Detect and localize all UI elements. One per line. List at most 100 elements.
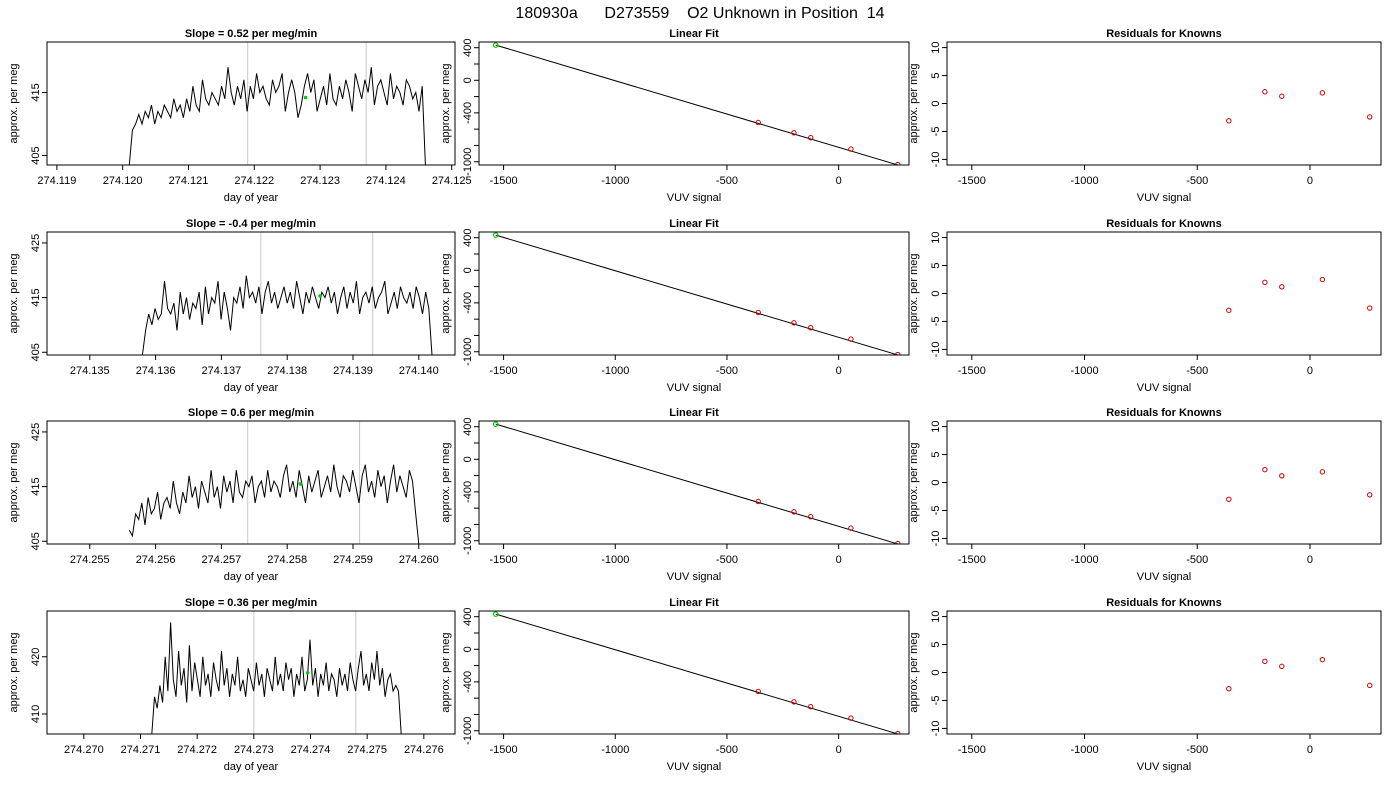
plot-area	[492, 421, 901, 544]
y-tick-label: -400	[462, 671, 474, 693]
panel-title: Slope = -0.4 per meg/min	[186, 218, 316, 230]
y-tick-label: 0	[930, 100, 942, 106]
data-series-line	[151, 622, 402, 734]
y-tick-label: 0	[462, 267, 474, 273]
y-tick-label: 405	[30, 532, 42, 550]
plot-frame	[46, 231, 456, 356]
x-tick-label: 274.276	[404, 744, 444, 756]
panel-r3-c3: Residuals for Knowns -1500 -1000 -500 0 10 5 0 -…	[908, 407, 1382, 583]
panel-title: Residuals for Knowns	[1106, 597, 1222, 609]
y-axis-label: approx. per meg	[908, 253, 920, 333]
y-tick-label: -400	[462, 481, 474, 503]
x-tick-label: -1500	[490, 365, 518, 377]
y-axis-label: approx. per meg	[8, 63, 20, 143]
known-point	[755, 498, 761, 505]
y-tick-label: 5	[930, 72, 942, 78]
x-axis-label: day of year	[224, 382, 279, 394]
x-tick-label: 274.275	[347, 744, 387, 756]
fit-line	[495, 613, 898, 734]
panel-r1-c3: Residuals for Knowns -1500 -1000 -500 0 10 5 0 -…	[908, 28, 1382, 204]
x-axis-label: VUV signal	[1137, 192, 1191, 204]
y-tick-label: 415	[30, 288, 42, 306]
y-tick-label: 420	[30, 648, 42, 666]
x-tick-label: -1500	[490, 554, 518, 566]
x-tick-label: -1000	[601, 554, 629, 566]
x-tick-label: -500	[716, 175, 738, 187]
plot-area	[151, 611, 402, 734]
x-tick-label: 0	[1307, 175, 1313, 187]
plot-frame	[478, 231, 910, 356]
x-tick-label: 274.270	[64, 744, 104, 756]
known-point	[791, 130, 797, 136]
y-tick-label: -5	[930, 127, 942, 137]
fit-line	[495, 44, 898, 165]
known-point	[1279, 473, 1285, 479]
known-point	[1279, 284, 1285, 290]
y-axis-label: approx. per meg	[908, 632, 920, 712]
x-axis-label: day of year	[224, 192, 279, 204]
x-tick-label: 274.135	[70, 365, 110, 377]
y-axis-label: approx. per meg	[440, 442, 452, 522]
y-tick-label: -10	[930, 341, 942, 357]
y-tick-label: 5	[930, 451, 942, 457]
x-tick-label: 274.255	[70, 554, 110, 566]
y-tick-label: 405	[30, 343, 42, 361]
y-tick-label: -1000	[462, 527, 474, 555]
y-tick-label: -1000	[462, 717, 474, 745]
known-point	[1262, 279, 1268, 286]
y-axis-label: approx. per meg	[8, 253, 20, 333]
x-tick-label: 274.122	[234, 175, 274, 187]
known-point	[1319, 469, 1326, 475]
panel-title: Slope = 0.52 per meg/min	[185, 28, 318, 40]
x-tick-label: 274.136	[136, 365, 176, 377]
data-series-line	[128, 464, 420, 544]
known-point	[1279, 93, 1285, 99]
figure-title: 180930a D273559 O2 Unknown in Position 1…	[515, 5, 884, 22]
x-tick-label: 274.272	[177, 744, 217, 756]
x-axis-label: VUV signal	[667, 761, 721, 773]
x-tick-label: 274.256	[136, 554, 176, 566]
x-tick-label: 274.124	[366, 175, 406, 187]
x-tick-label: 0	[836, 175, 842, 187]
fit-line	[495, 423, 898, 544]
plot-frame	[946, 610, 1382, 735]
x-tick-label: 274.138	[267, 365, 307, 377]
known-point	[1262, 658, 1268, 665]
y-tick-label: 415	[30, 477, 42, 495]
y-tick-label: 0	[930, 290, 942, 296]
x-axis-label: day of year	[224, 571, 279, 583]
y-tick-label: -10	[930, 151, 942, 167]
known-point	[848, 525, 854, 531]
x-tick-label: 274.137	[202, 365, 242, 377]
x-tick-label: -500	[1186, 554, 1208, 566]
y-axis-label: approx. per meg	[8, 632, 20, 712]
x-axis-label: VUV signal	[667, 382, 721, 394]
y-tick-label: -400	[462, 292, 474, 314]
y-tick-label: 10	[930, 610, 942, 622]
known-point	[848, 336, 854, 342]
y-tick-label: 400	[462, 608, 474, 626]
x-tick-label: -1000	[601, 744, 629, 756]
x-tick-label: 274.260	[399, 554, 439, 566]
y-tick-label: 0	[462, 646, 474, 652]
y-tick-label: 5	[930, 262, 942, 268]
plot-frame	[478, 610, 910, 735]
known-point	[808, 514, 814, 520]
x-tick-label: -1000	[1070, 175, 1098, 187]
y-tick-label: -1000	[462, 338, 474, 366]
panel-r2-c3: Residuals for Knowns -1500 -1000 -500 0 10 5 0 -…	[908, 218, 1382, 394]
plot-frame	[478, 41, 910, 166]
plot-area	[492, 42, 901, 165]
x-tick-label: 274.120	[103, 175, 143, 187]
y-axis-label: approx. per meg	[440, 253, 452, 333]
panel-title: Linear Fit	[669, 407, 719, 419]
x-tick-label: -1500	[490, 175, 518, 187]
plot-frame	[478, 420, 910, 545]
x-tick-label: 274.258	[267, 554, 307, 566]
known-point	[1367, 682, 1373, 689]
x-tick-label: 274.257	[202, 554, 242, 566]
panel-r3-c1: Slope = 0.6 per meg/min 274.255 274.256 274…	[8, 407, 456, 583]
fit-line	[495, 234, 898, 355]
x-tick-label: 274.119	[37, 175, 76, 187]
